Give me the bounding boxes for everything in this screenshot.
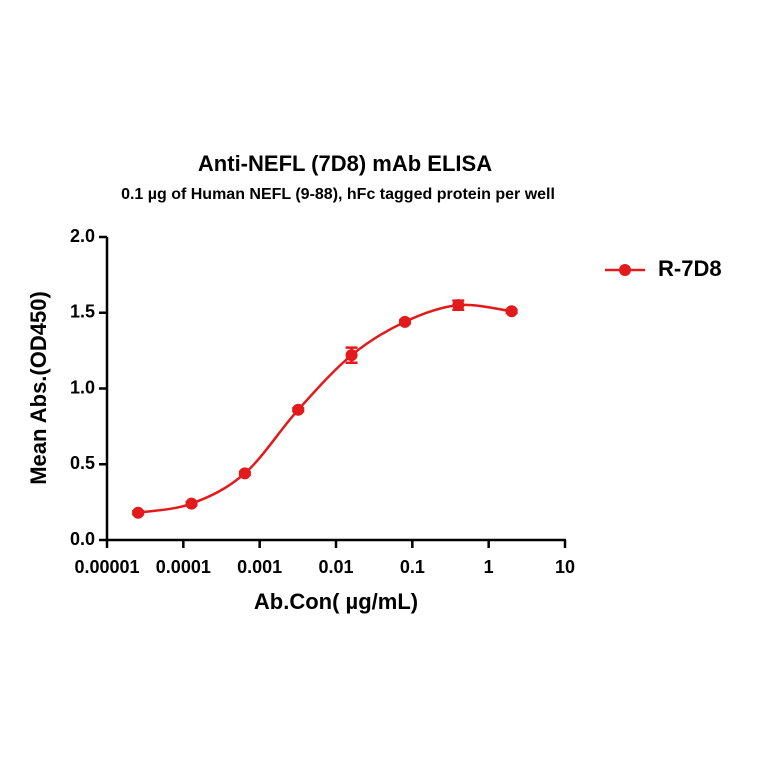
x-tick-label: 0.1 — [400, 557, 425, 577]
legend-marker — [619, 264, 631, 276]
x-tick-label: 1 — [484, 557, 494, 577]
data-point — [452, 299, 465, 312]
chart-title: Anti-NEFL (7D8) mAb ELISA — [198, 151, 492, 176]
y-tick-label: 1.0 — [70, 377, 95, 397]
data-point — [292, 403, 305, 416]
x-tick-label: 0.01 — [318, 557, 353, 577]
data-point — [238, 467, 251, 480]
y-tick-label: 1.5 — [70, 302, 95, 322]
data-point — [345, 349, 358, 362]
x-tick-label: 0.00001 — [74, 557, 139, 577]
fit-line — [137, 303, 512, 514]
data-point — [185, 497, 198, 510]
x-tick-label: 10 — [555, 557, 575, 577]
x-tick-label: 0.0001 — [156, 557, 211, 577]
y-tick-label: 0.0 — [70, 529, 95, 549]
chart-subtitle: 0.1 µg of Human NEFL (9-88), hFc tagged … — [121, 186, 555, 203]
legend-label: R-7D8 — [658, 256, 722, 281]
data-point — [132, 506, 145, 519]
data-point — [505, 305, 518, 318]
y-tick-label: 2.0 — [70, 226, 95, 246]
y-axis-label: Mean Abs.(OD450) — [26, 291, 51, 485]
data-point — [398, 315, 411, 328]
y-tick-label: 0.5 — [70, 453, 95, 473]
x-tick-label: 0.001 — [237, 557, 282, 577]
x-axis-label: Ab.Con( µg/mL) — [254, 589, 418, 614]
